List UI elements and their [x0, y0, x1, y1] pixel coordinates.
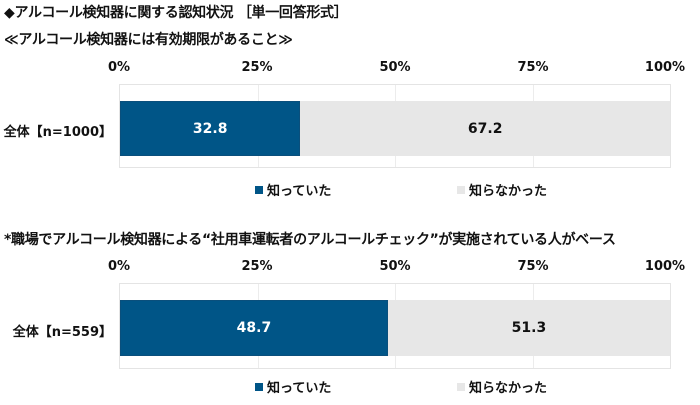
tick-50: 50%	[379, 60, 411, 75]
tick-25: 25%	[241, 60, 273, 75]
chart-2-note: *職場でアルコール検知器による“社用車運転者のアルコールチェック”が実施されてい…	[4, 232, 616, 248]
legend-label-known: 知っていた	[267, 184, 332, 199]
value-label-known: 48.7	[236, 320, 272, 336]
legend-label-unknown: 知らなかった	[469, 381, 548, 396]
row-label: 全体【n=1000】	[3, 125, 112, 140]
legend-swatch-known	[255, 382, 263, 391]
legend-item-unknown: 知らなかった	[457, 180, 547, 199]
bar-segment-unknown: 51.3	[387, 300, 670, 356]
row-label: 全体【n=559】	[12, 325, 112, 340]
legend-swatch-unknown	[457, 382, 465, 391]
legend-label-unknown: 知らなかった	[469, 184, 548, 199]
legend-item-known: 知っていた	[255, 180, 331, 199]
value-label-unknown: 67.2	[467, 120, 503, 137]
legend-swatch-unknown	[457, 185, 465, 194]
tick-75: 75%	[517, 60, 549, 75]
plot-area: 48.7 51.3	[119, 283, 671, 369]
tick-0: 0%	[107, 259, 131, 274]
legend-label-known: 知っていた	[267, 381, 332, 396]
value-label-unknown: 51.3	[511, 320, 547, 336]
value-label-known: 32.8	[192, 120, 228, 137]
bar-segment-known: 32.8	[120, 101, 301, 156]
chart-1: 0% 25% 50% 75% 100% 32.8 67.2 全体【n=1000】…	[0, 60, 700, 200]
stacked-bar: 48.7 51.3	[120, 300, 670, 356]
legend-item-unknown: 知らなかった	[457, 377, 547, 396]
chart-title: ◆アルコール検知器に関する認知状況 ［単一回答形式］	[4, 5, 348, 21]
plot-area: 32.8 67.2	[119, 84, 671, 168]
bar-segment-known: 48.7	[120, 300, 388, 356]
tick-25: 25%	[241, 259, 273, 274]
bar-segment-unknown: 67.2	[300, 101, 670, 156]
legend-item-known: 知っていた	[255, 377, 331, 396]
tick-50: 50%	[379, 259, 411, 274]
stacked-bar: 32.8 67.2	[120, 101, 670, 156]
tick-75: 75%	[517, 259, 549, 274]
legend: 知っていた 知らなかった	[0, 180, 700, 200]
chart-subtitle: ≪アルコール検知器には有効期限があること≫	[4, 32, 293, 48]
chart-2: 0% 25% 50% 75% 100% 48.7 51.3 全体【n=559】 …	[0, 259, 700, 405]
legend-swatch-known	[255, 185, 263, 194]
tick-100: 100%	[644, 259, 686, 274]
tick-0: 0%	[107, 60, 131, 75]
legend: 知っていた 知らなかった	[0, 377, 700, 397]
tick-100: 100%	[644, 60, 686, 75]
